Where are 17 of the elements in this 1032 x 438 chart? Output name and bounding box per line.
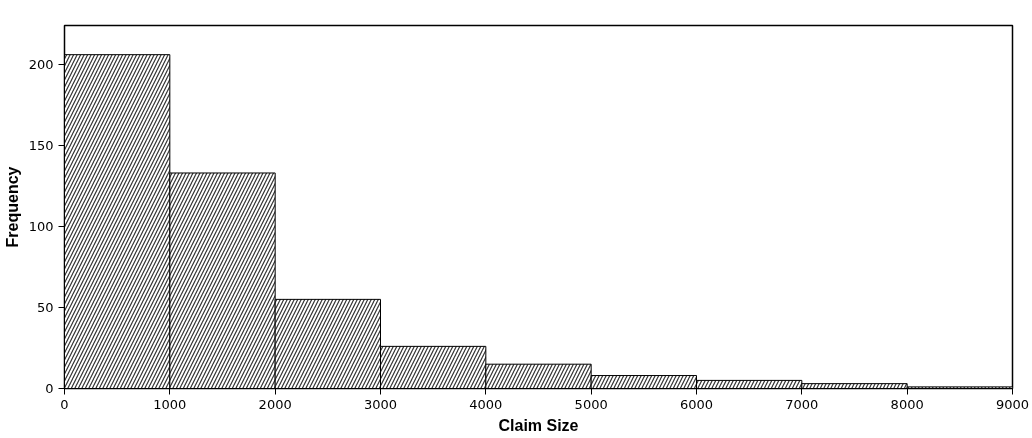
y-axis-title: Frequency: [3, 166, 21, 248]
y-tick-label: 150: [28, 137, 54, 153]
x-tick-label: 5000: [574, 396, 608, 412]
x-tick-label: 3000: [363, 396, 398, 412]
x-tick-label: 8000: [890, 396, 924, 412]
y-tick-label: 0: [45, 381, 54, 396]
y-tick-label: 50: [36, 299, 54, 315]
x-tick-label: 0: [60, 396, 69, 412]
x-tick-label: 2000: [258, 396, 292, 412]
x-axis-title: Claim Size: [498, 416, 579, 434]
x-tick-label: 1000: [153, 396, 187, 412]
y-tick-label: 100: [28, 218, 54, 234]
y-tick-label: 200: [28, 56, 54, 72]
x-tick-label: 4000: [469, 396, 503, 412]
x-tick-label: 6000: [679, 396, 714, 412]
x-tick-label: 7000: [785, 396, 819, 412]
x-tick-label: 9000: [995, 396, 1030, 412]
